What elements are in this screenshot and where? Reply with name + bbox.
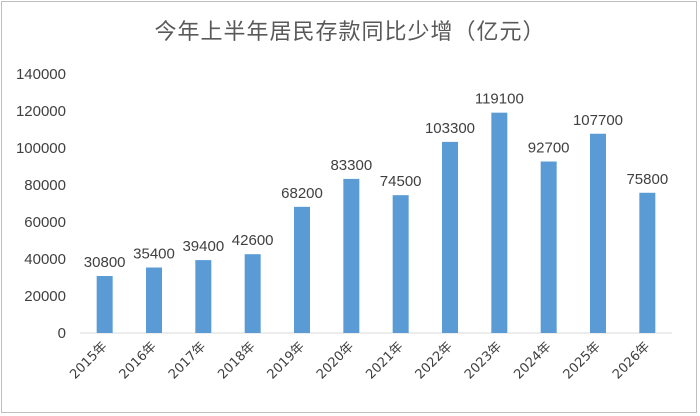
x-tick-label: 2017年 [166,339,209,382]
y-tick-label: 0 [58,325,66,342]
bar [639,192,656,333]
y-tick-label: 120000 [16,103,66,120]
data-label: 42600 [232,232,274,249]
data-label: 75800 [626,171,668,188]
y-tick-label: 20000 [24,288,66,305]
x-tick-label: 2022年 [413,339,456,382]
x-tick-label: 2024年 [511,339,554,382]
data-label: 68200 [281,185,323,202]
data-label: 92700 [528,140,570,157]
x-tick-label: 2025年 [561,339,604,382]
x-tick-label: 2015年 [67,339,110,382]
y-tick-label: 140000 [16,66,66,83]
x-tick-label: 2019年 [265,339,308,382]
bar [442,141,458,333]
chart-title: 今年上半年居民存款同比少增（亿元） [154,20,546,45]
y-tick-label: 80000 [24,177,66,194]
x-tick-label: 2026年 [610,339,653,382]
data-label: 30800 [84,254,126,271]
bar [540,161,557,333]
data-label: 107700 [573,112,623,129]
bar [590,133,606,333]
bar [195,260,212,333]
bar [392,195,409,333]
bar [294,206,310,333]
data-label: 83300 [330,157,372,174]
bar [96,276,113,333]
x-tick-label: 2023年 [462,339,505,382]
data-label: 39400 [182,238,224,255]
y-tick-label: 60000 [24,214,66,231]
bar [244,254,261,333]
data-label: 74500 [380,173,422,190]
x-tick-label: 2021年 [363,339,406,382]
bar [146,267,162,333]
y-tick-label: 100000 [16,140,66,157]
y-tick-label: 40000 [24,251,66,268]
data-label: 103300 [425,120,475,137]
data-label: 119100 [475,91,524,108]
data-label: 35400 [133,246,175,263]
x-tick-label: 2020年 [314,339,357,382]
x-tick-label: 2018年 [215,339,258,382]
x-tick-label: 2016年 [117,339,160,382]
bar [491,112,508,333]
bar [343,178,360,333]
